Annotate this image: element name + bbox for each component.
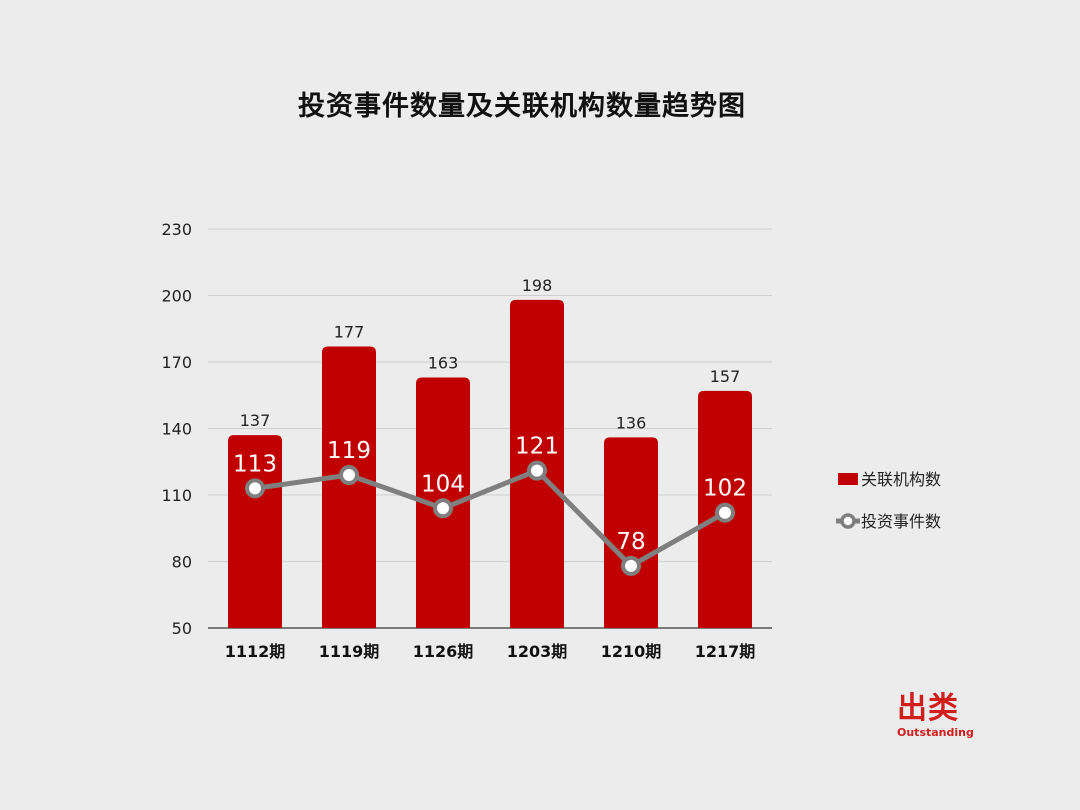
bar-value-label: 157 xyxy=(710,367,741,386)
bar-value-label: 137 xyxy=(240,411,271,430)
bar xyxy=(228,435,282,628)
y-tick-label: 200 xyxy=(161,287,192,306)
bar xyxy=(604,437,658,628)
x-tick-label: 1112期 xyxy=(225,642,286,661)
legend-swatch-marker xyxy=(840,513,856,529)
y-tick-label: 110 xyxy=(161,486,192,505)
bar-value-label: 136 xyxy=(616,413,647,432)
x-tick-label: 1210期 xyxy=(601,642,662,661)
legend-label-bar: 关联机构数 xyxy=(861,470,941,489)
x-tick-label: 1203期 xyxy=(507,642,568,661)
line-point xyxy=(433,498,453,519)
line-point xyxy=(245,478,265,499)
x-tick-label: 1119期 xyxy=(319,642,380,661)
x-tick-label: 1126期 xyxy=(413,642,474,661)
y-tick-label: 80 xyxy=(172,553,192,572)
line-series-path xyxy=(254,468,727,569)
line-point xyxy=(621,555,641,576)
line-value-label: 121 xyxy=(515,434,559,460)
line-value-label: 113 xyxy=(233,451,277,477)
bar-value-label: 198 xyxy=(522,276,553,295)
legend-label-line: 投资事件数 xyxy=(861,512,941,531)
line-point xyxy=(715,502,735,523)
line-value-label: 78 xyxy=(616,529,645,555)
line-point xyxy=(527,460,547,481)
line-point xyxy=(339,465,359,486)
line-value-label: 119 xyxy=(327,438,371,464)
bar-value-label: 177 xyxy=(334,322,365,341)
x-tick-label: 1217期 xyxy=(695,642,756,661)
y-tick-label: 140 xyxy=(161,420,192,439)
bar-value-label: 163 xyxy=(428,354,459,373)
y-tick-label: 50 xyxy=(172,619,192,638)
brand-logo-cn: 出类 xyxy=(897,691,959,726)
brand-logo-en: Outstanding xyxy=(897,726,974,739)
line-value-label: 102 xyxy=(703,476,747,502)
y-tick-label: 230 xyxy=(161,220,192,239)
y-tick-label: 170 xyxy=(161,353,192,372)
line-value-label: 104 xyxy=(421,471,465,497)
brand-logo: 出类 Outstanding xyxy=(897,691,974,739)
chart-title: 投资事件数量及关联机构数量趋势图 xyxy=(298,91,746,122)
bar xyxy=(322,346,376,628)
legend-swatch-bar xyxy=(838,473,858,485)
